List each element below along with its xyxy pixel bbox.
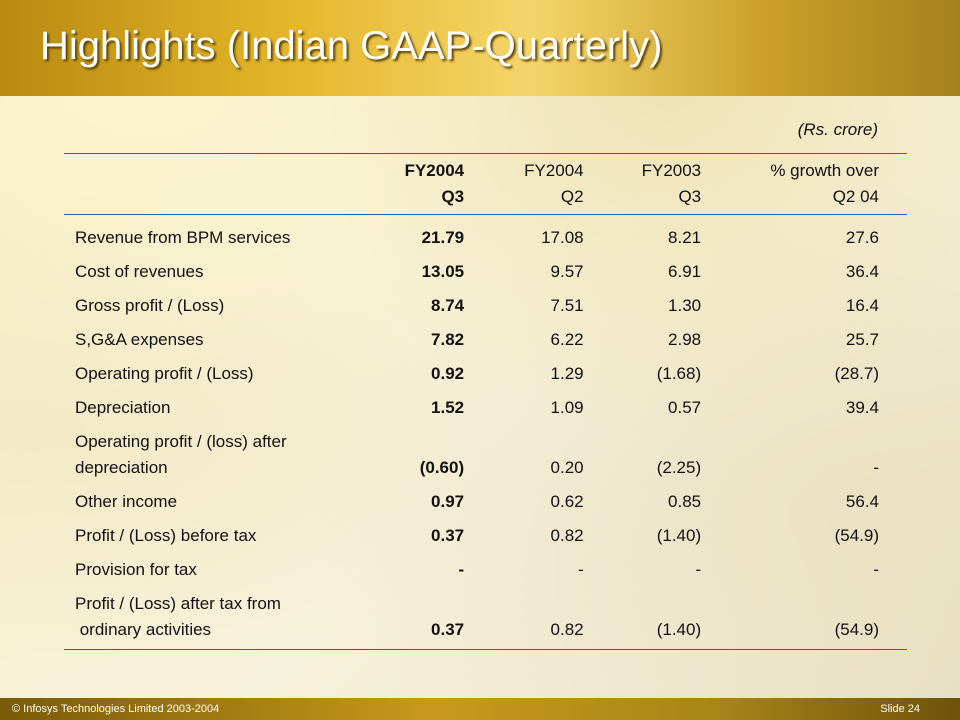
row-label: Depreciation (64, 391, 353, 425)
row-label-line: Other income (75, 492, 178, 511)
value-cell: (54.9) (701, 587, 907, 650)
table-row: Provision for tax - - - - (64, 553, 907, 587)
row-label-line: ordinary activities (75, 620, 212, 639)
value-cell: - (458, 560, 465, 579)
value-cell: 36.4 (845, 262, 879, 281)
value-cell: 0.82 (550, 526, 584, 545)
row-label: Gross profit / (Loss) (64, 289, 353, 323)
column-header: FY2004 (353, 153, 465, 184)
table-row: Operating profit / (loss) after depreciat… (64, 425, 907, 485)
value-cell: (1.40) (656, 526, 702, 545)
column-subheader: Q2 04 (701, 184, 907, 215)
value-cell: 0.82 (464, 587, 584, 650)
row-label-line: Operating profit / (Loss) (75, 364, 254, 383)
header-label-cell (64, 153, 354, 184)
value-cell: (54.9) (834, 526, 879, 545)
value-cell: 27.6 (845, 228, 879, 247)
value-cell: 21.79 (421, 228, 465, 247)
row-label-line: depreciation (75, 458, 168, 477)
value-cell: 1.29 (550, 364, 584, 383)
row-label-line: Gross profit / (Loss) (75, 296, 225, 315)
value-cell: 0.57 (668, 398, 702, 417)
column-subheader: Q2 (464, 184, 584, 215)
row-label-line: Depreciation (75, 398, 171, 417)
row-label-line: S,G&A expenses (75, 330, 204, 349)
value-cell: - (577, 560, 584, 579)
row-label: Profit / (Loss) after tax from ordinary … (64, 587, 354, 650)
column-subheader: Q3 (583, 184, 702, 215)
financial-table: FY2004 FY2004 FY2003 % growth over Q3 Q2… (64, 153, 907, 650)
value-cell: (0.60) (419, 458, 465, 477)
value-cell: 0.20 (550, 458, 584, 477)
value-cell: 6.91 (668, 262, 702, 281)
value-cell: 13.05 (421, 262, 465, 281)
column-header: FY2004 (464, 153, 584, 184)
value-cell: - (873, 560, 879, 579)
value-cell: 0.62 (550, 492, 584, 511)
value-cell: 0.85 (668, 492, 702, 511)
table-row: Operating profit / (Loss) 0.92 1.29 (1.68) (… (64, 357, 907, 391)
units-label: (Rs. crore) (797, 120, 878, 139)
row-label: Profit / (Loss) before tax (64, 519, 353, 553)
table-row: Revenue from BPM services 21.79 17.08 8.21 2… (64, 215, 907, 256)
value-cell: 8.74 (431, 296, 465, 315)
value-cell: 2.98 (668, 330, 702, 349)
slide-number: Slide 24 (880, 703, 920, 715)
column-header: % growth over (701, 153, 907, 184)
value-cell: (28.7) (834, 364, 879, 383)
row-label-line: Provision for tax (75, 560, 197, 579)
value-cell: (2.25) (656, 458, 702, 477)
table-row: Cost of revenues 13.05 9.57 6.91 36.4 (64, 255, 907, 289)
table-row: Gross profit / (Loss) 8.74 7.51 1.30 16.4 (64, 289, 907, 323)
value-cell: 0.37 (353, 587, 465, 650)
column-subheader: Q3 (353, 184, 465, 215)
row-label-line: Profit / (Loss) after tax from (75, 594, 281, 613)
table-body: Revenue from BPM services 21.79 17.08 8.21 2… (64, 215, 907, 650)
header-row-1: FY2004 FY2004 FY2003 % growth over (64, 153, 907, 184)
value-cell: 1.52 (431, 398, 465, 417)
row-label: Operating profit / (Loss) (64, 357, 353, 391)
table-row: S,G&A expenses 7.82 6.22 2.98 25.7 (64, 323, 907, 357)
row-label-line: Revenue from BPM services (75, 228, 291, 247)
row-label: Provision for tax (64, 553, 353, 587)
value-cell: 0.97 (431, 492, 465, 511)
row-label-line: Cost of revenues (75, 262, 204, 281)
value-cell: 8.21 (668, 228, 702, 247)
value-cell: (1.40) (583, 587, 702, 650)
value-cell: 17.08 (541, 228, 584, 247)
header-row-2: Q3 Q2 Q3 Q2 04 (64, 184, 907, 215)
value-cell: 25.7 (845, 330, 879, 349)
value-cell: (1.68) (656, 364, 702, 383)
row-label: S,G&A expenses (64, 323, 353, 357)
value-cell: 6.22 (550, 330, 584, 349)
value-cell: 56.4 (845, 492, 879, 511)
header-band (0, 0, 960, 96)
value-cell: 0.92 (431, 364, 465, 383)
value-cell: - (695, 560, 702, 579)
value-cell: 7.82 (431, 330, 465, 349)
table-row: Profit / (Loss) before tax 0.37 0.82 (1.40)… (64, 519, 907, 553)
header-label-cell (64, 184, 354, 215)
value-cell: 0.37 (431, 526, 465, 545)
column-header: FY2003 (583, 153, 702, 184)
row-label: Cost of revenues (64, 255, 353, 289)
table-row: Profit / (Loss) after tax from ordinary … (64, 587, 907, 650)
value-cell: - (873, 458, 879, 477)
value-cell: 1.09 (550, 398, 584, 417)
row-label: Revenue from BPM services (64, 215, 353, 256)
copyright-text: © Infosys Technologies Limited 2003-2004 (12, 703, 220, 715)
row-label: Other income (64, 485, 353, 519)
table-row: Other income 0.97 0.62 0.85 56.4 (64, 485, 907, 519)
value-cell: 7.51 (550, 296, 584, 315)
value-cell: 16.4 (845, 296, 879, 315)
footer-bar (0, 698, 960, 720)
value-cell: 39.4 (845, 398, 879, 417)
value-cell: 1.30 (668, 296, 702, 315)
row-label: Operating profit / (loss) after depreciat… (64, 425, 353, 485)
row-label-line: Operating profit / (loss) after (75, 432, 287, 451)
slide-title: Highlights (Indian GAAP-Quarterly) (40, 24, 663, 68)
value-cell: 9.57 (550, 262, 584, 281)
table-row: Depreciation 1.52 1.09 0.57 39.4 (64, 391, 907, 425)
row-label-line: Profit / (Loss) before tax (75, 526, 257, 545)
